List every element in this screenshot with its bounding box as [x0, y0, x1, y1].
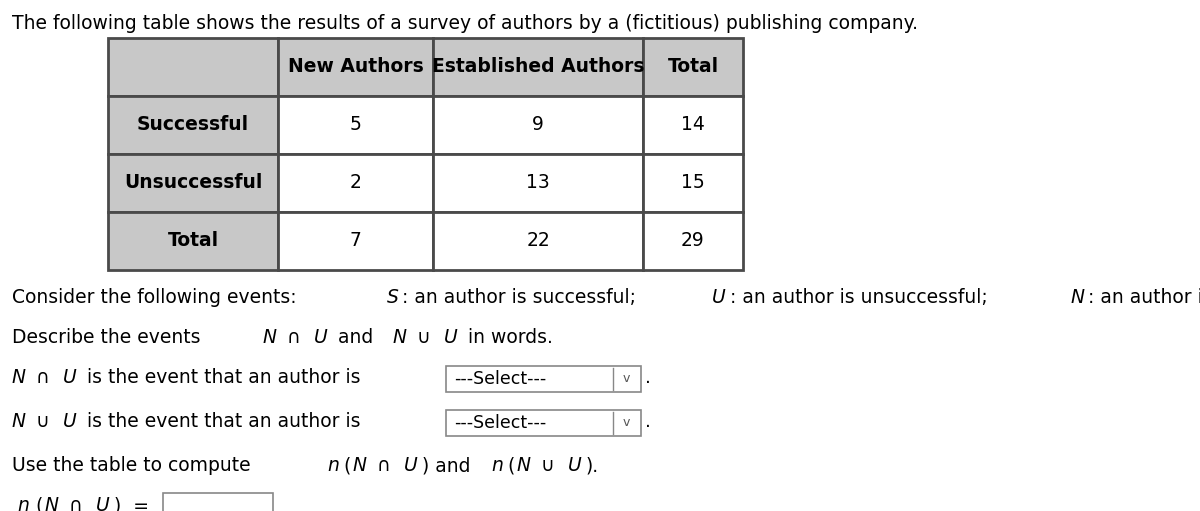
- Text: 22: 22: [526, 231, 550, 250]
- Bar: [445, 410, 641, 436]
- Text: .: .: [644, 412, 650, 431]
- Bar: [278, 38, 433, 96]
- Bar: [108, 38, 278, 96]
- Text: ∩: ∩: [281, 328, 307, 347]
- Bar: [643, 154, 743, 212]
- Text: )  =: ) =: [114, 496, 149, 511]
- Text: n: n: [12, 496, 30, 511]
- Text: ---Select---: ---Select---: [454, 414, 546, 432]
- Text: N: N: [263, 328, 277, 347]
- Text: U: U: [64, 412, 77, 431]
- Text: 13: 13: [526, 174, 550, 193]
- Text: N: N: [353, 456, 366, 475]
- Text: N: N: [12, 412, 26, 431]
- Text: 7: 7: [349, 231, 361, 250]
- Text: U: U: [712, 288, 726, 307]
- Text: U: U: [568, 456, 582, 475]
- Text: : an author is unsuccessful;: : an author is unsuccessful;: [730, 288, 994, 307]
- Text: ∩: ∩: [62, 496, 89, 511]
- Text: Unsuccessful: Unsuccessful: [124, 174, 262, 193]
- Text: n: n: [492, 456, 504, 475]
- Text: Total: Total: [667, 58, 719, 77]
- Bar: [643, 38, 743, 96]
- Text: (: (: [35, 496, 42, 511]
- Text: ).: ).: [586, 456, 599, 475]
- Text: Successful: Successful: [137, 115, 250, 134]
- Bar: [433, 154, 643, 212]
- Text: 9: 9: [532, 115, 544, 134]
- Bar: [278, 96, 433, 154]
- Text: in words.: in words.: [462, 328, 553, 347]
- Text: v: v: [623, 416, 630, 430]
- Text: (: (: [508, 456, 515, 475]
- Bar: [643, 96, 743, 154]
- Bar: [643, 212, 743, 270]
- Text: (: (: [343, 456, 350, 475]
- Text: ∩: ∩: [371, 456, 396, 475]
- Text: is the event that an author is: is the event that an author is: [82, 412, 360, 431]
- Text: Use the table to compute: Use the table to compute: [12, 456, 257, 475]
- Text: and: and: [332, 328, 379, 347]
- Bar: [163, 493, 272, 511]
- Bar: [433, 96, 643, 154]
- Text: Describe the events: Describe the events: [12, 328, 206, 347]
- Text: 5: 5: [349, 115, 361, 134]
- Bar: [108, 212, 278, 270]
- Text: U: U: [444, 328, 458, 347]
- Text: is the event that an author is: is the event that an author is: [82, 368, 360, 387]
- Text: ---Select---: ---Select---: [454, 370, 546, 388]
- Text: U: U: [314, 328, 328, 347]
- Text: ) and: ) and: [421, 456, 476, 475]
- Text: N: N: [44, 496, 59, 511]
- Text: S: S: [386, 288, 398, 307]
- Text: : an author is successful;: : an author is successful;: [402, 288, 642, 307]
- Text: ∪: ∪: [412, 328, 437, 347]
- Text: U: U: [96, 496, 109, 511]
- Bar: [278, 212, 433, 270]
- Text: N: N: [12, 368, 26, 387]
- Text: New Authors: New Authors: [288, 58, 424, 77]
- Bar: [433, 38, 643, 96]
- Text: Established Authors: Established Authors: [432, 58, 644, 77]
- Text: Total: Total: [168, 231, 218, 250]
- Bar: [278, 154, 433, 212]
- Text: The following table shows the results of a survey of authors by a (fictitious) p: The following table shows the results of…: [12, 14, 918, 33]
- Text: 15: 15: [682, 174, 704, 193]
- Text: Consider the following events:: Consider the following events:: [12, 288, 302, 307]
- Text: U: U: [403, 456, 418, 475]
- Text: N: N: [1070, 288, 1084, 307]
- Text: ∪: ∪: [535, 456, 560, 475]
- Text: 2: 2: [349, 174, 361, 193]
- Text: .: .: [644, 368, 650, 387]
- Text: 14: 14: [682, 115, 704, 134]
- Text: 29: 29: [682, 231, 704, 250]
- Text: N: N: [517, 456, 530, 475]
- Text: N: N: [392, 328, 407, 347]
- Text: U: U: [64, 368, 77, 387]
- Text: v: v: [623, 373, 630, 385]
- Text: : an author is new; and: : an author is new; and: [1088, 288, 1200, 307]
- Text: n: n: [328, 456, 340, 475]
- Text: ∪: ∪: [30, 412, 56, 431]
- Bar: [108, 96, 278, 154]
- Bar: [445, 366, 641, 392]
- Bar: [108, 154, 278, 212]
- Bar: [433, 212, 643, 270]
- Text: ∩: ∩: [30, 368, 56, 387]
